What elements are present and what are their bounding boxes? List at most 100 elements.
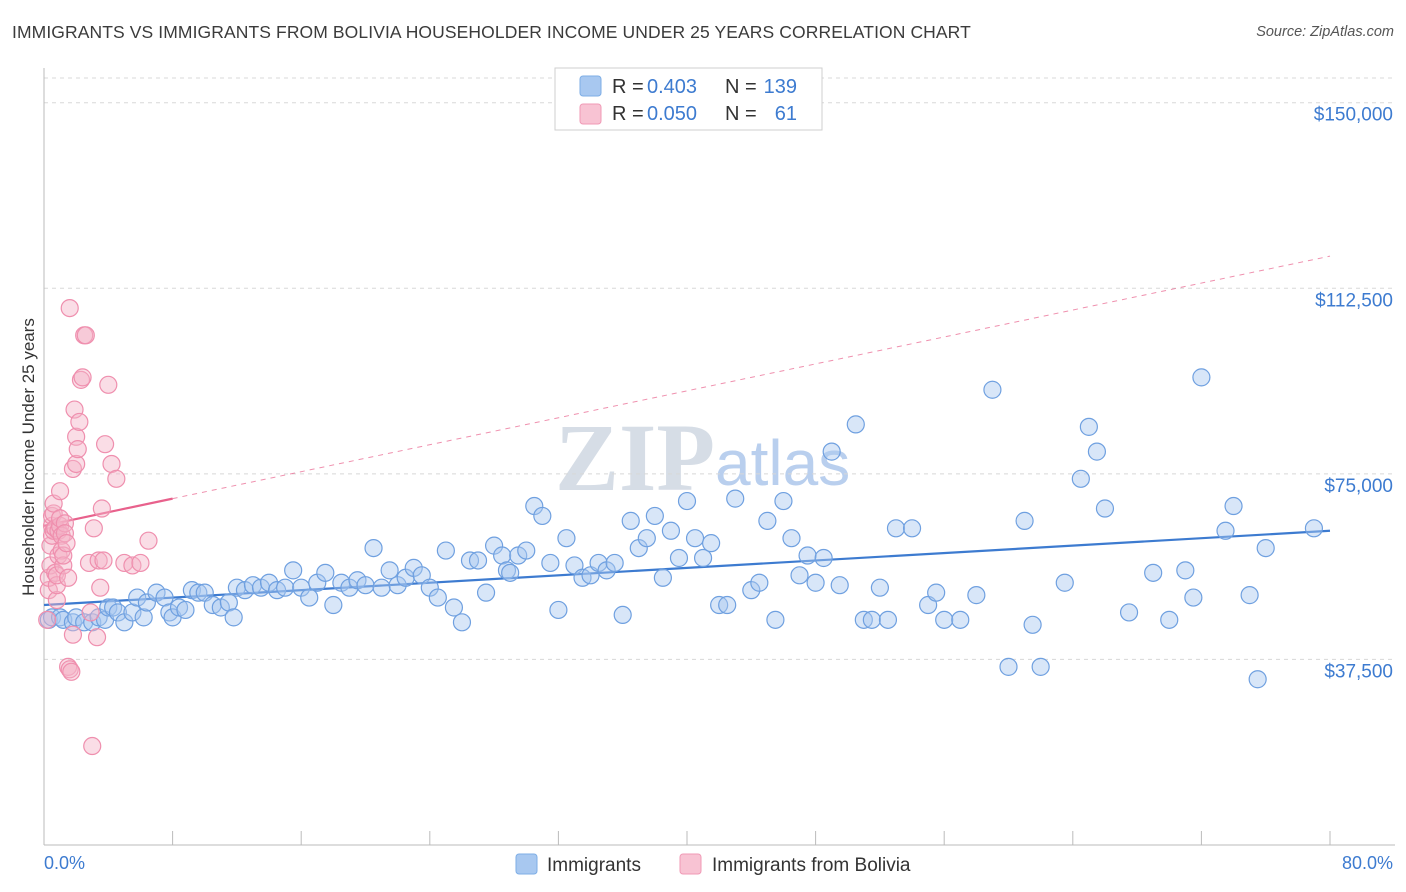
point-bolivia: [47, 576, 66, 595]
point-bolivia: [63, 625, 83, 644]
point-immigrants: [476, 583, 496, 602]
point-immigrants: [134, 608, 153, 627]
point-bolivia: [83, 736, 102, 756]
point-immigrants: [750, 573, 769, 592]
legend-n-value-1: 139: [764, 76, 797, 98]
trend-line-immigrants: [43, 529, 1331, 607]
point-immigrants: [798, 546, 817, 565]
point-bolivia: [81, 603, 100, 622]
point-immigrants: [1119, 603, 1139, 622]
point-immigrants: [1160, 610, 1179, 629]
point-bolivia: [55, 514, 74, 533]
point-immigrants: [324, 595, 343, 615]
point-immigrants: [862, 610, 881, 629]
point-immigrants: [935, 610, 954, 629]
point-immigrants: [613, 605, 632, 625]
trend-line-bolivia-extension: [172, 255, 1331, 500]
point-immigrants: [846, 415, 865, 434]
legend-n-value-2: 61: [775, 103, 797, 125]
point-immigrants: [128, 588, 147, 607]
bottom-legend-bolivia: Immigrants from Bolivia: [712, 855, 911, 876]
y-axis-label: Householder Income Under 25 years: [19, 318, 38, 596]
point-bolivia: [50, 482, 70, 501]
point-immigrants: [621, 511, 640, 530]
point-immigrants: [645, 506, 664, 526]
chart-title: IMMIGRANTS VS IMMIGRANTS FROM BOLIVIA HO…: [12, 22, 971, 42]
bottom-legend-swatch-immigrants: [515, 853, 538, 875]
point-immigrants: [1216, 521, 1235, 540]
point-bolivia: [47, 566, 66, 585]
point-bolivia: [62, 662, 81, 681]
point-immigrants: [1095, 499, 1115, 518]
point-immigrants: [605, 553, 624, 573]
point-immigrants: [999, 657, 1018, 676]
point-immigrants: [517, 541, 536, 560]
point-immigrants: [951, 610, 970, 629]
y-tick-label: $75,000: [1324, 476, 1393, 497]
point-bolivia: [87, 628, 107, 647]
point-immigrants: [822, 442, 841, 461]
legend-n-label-1: N =: [725, 76, 757, 98]
point-immigrants: [677, 491, 697, 511]
point-immigrants: [758, 511, 777, 530]
point-immigrants: [452, 613, 472, 632]
point-bolivia: [92, 499, 111, 518]
point-immigrants: [790, 566, 809, 585]
point-immigrants: [1240, 586, 1259, 605]
point-immigrants: [176, 600, 195, 620]
point-immigrants: [766, 610, 785, 629]
point-immigrants: [372, 578, 391, 597]
point-bolivia: [38, 610, 57, 629]
point-immigrants: [886, 519, 906, 538]
x-tick-label-max: 80.0%: [1342, 853, 1393, 873]
legend-r-value-2: 0.050: [647, 103, 697, 125]
point-immigrants: [436, 541, 455, 560]
point-immigrants: [1144, 563, 1163, 582]
point-immigrants: [380, 561, 399, 580]
legend-r-value-1: 0.403: [647, 76, 697, 98]
point-immigrants: [1256, 538, 1275, 558]
point-immigrants: [693, 548, 713, 568]
point-immigrants: [782, 529, 801, 548]
point-bolivia: [139, 531, 158, 550]
point-immigrants: [364, 538, 383, 558]
legend-swatch-bolivia: [579, 103, 602, 125]
point-immigrants: [356, 576, 375, 595]
point-bolivia: [131, 553, 150, 573]
point-immigrants: [661, 521, 681, 540]
point-bolivia: [57, 534, 76, 553]
point-immigrants: [814, 548, 833, 568]
point-immigrants: [870, 578, 890, 597]
point-immigrants: [726, 489, 745, 508]
tick-labels: $37,500 $75,000 $112,500 $150,000 0.0% 80.0%: [44, 105, 1393, 873]
y-tick-label: $37,500: [1324, 661, 1393, 682]
point-bolivia: [46, 519, 65, 538]
point-bolivia: [60, 299, 79, 318]
point-immigrants: [967, 586, 986, 605]
point-bolivia: [67, 454, 86, 474]
point-immigrants: [1015, 511, 1034, 530]
point-immigrants: [669, 548, 689, 568]
point-immigrants: [774, 491, 793, 511]
point-immigrants: [1176, 561, 1195, 580]
y-tick-label: $150,000: [1314, 105, 1393, 126]
x-tick-label-min: 0.0%: [44, 853, 85, 873]
point-immigrants: [685, 529, 705, 548]
point-immigrants: [224, 608, 243, 627]
point-immigrants: [983, 380, 1002, 399]
point-bolivia: [47, 590, 66, 610]
point-bolivia: [59, 568, 78, 587]
point-immigrants: [549, 600, 568, 620]
point-immigrants: [718, 595, 737, 615]
point-bolivia: [89, 551, 108, 570]
legend-r-label-2: R =: [612, 103, 644, 125]
point-bolivia: [91, 578, 110, 597]
point-bolivia: [95, 435, 115, 454]
point-immigrants: [501, 563, 520, 582]
point-immigrants: [830, 576, 849, 595]
correlation-legend: R = 0.403 N = 139 R = 0.050 N = 61: [554, 67, 823, 131]
source-credit: Source: ZipAtlas.com: [1256, 24, 1394, 40]
trend-line-bolivia: [43, 497, 173, 527]
axes: [43, 68, 1395, 846]
